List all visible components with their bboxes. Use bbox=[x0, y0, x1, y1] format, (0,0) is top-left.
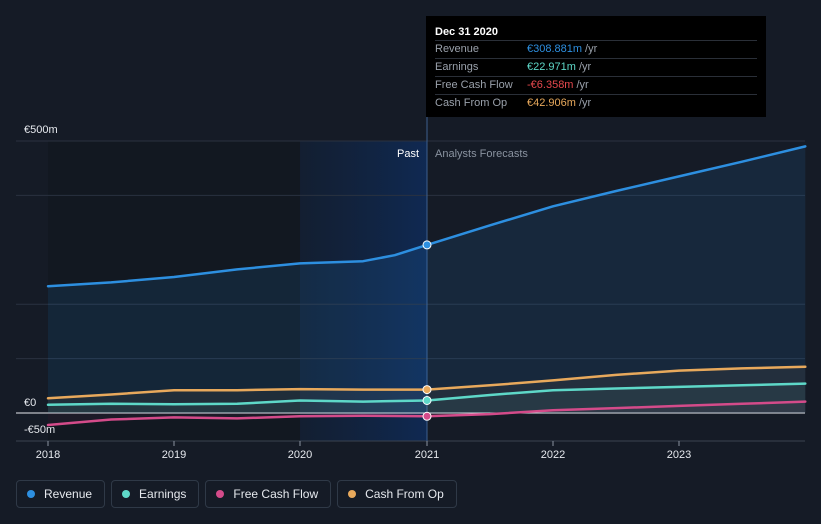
tooltip-row-cash-from-op: Cash From Op €42.906m /yr bbox=[435, 94, 757, 112]
legend-item-cash-from-op[interactable]: Cash From Op bbox=[337, 480, 457, 508]
past-label: Past bbox=[397, 148, 419, 160]
series-line-revenue bbox=[46, 145, 807, 288]
y-label-zero: €0 bbox=[24, 397, 36, 409]
tooltip-unit: /yr bbox=[585, 43, 598, 55]
legend-item-earnings[interactable]: Earnings bbox=[111, 480, 200, 508]
x-tick-label: 2018 bbox=[36, 449, 60, 461]
past-region-highlight bbox=[300, 141, 427, 441]
x-tick-label: 2023 bbox=[667, 449, 691, 461]
revenue-area bbox=[48, 146, 806, 413]
series-marker bbox=[422, 411, 432, 421]
chart-legend: Revenue Earnings Free Cash Flow Cash Fro… bbox=[16, 480, 457, 510]
tooltip-unit: /yr bbox=[576, 79, 589, 91]
legend-dot-icon bbox=[122, 490, 131, 498]
tooltip-row-earnings: Earnings €22.971m /yr bbox=[435, 58, 757, 76]
y-label-top: €500m bbox=[24, 124, 58, 136]
x-tick-label: 2019 bbox=[162, 449, 186, 461]
tooltip-row-revenue: Revenue €308.881m /yr bbox=[435, 40, 757, 58]
tooltip-value: €308.881m bbox=[527, 43, 583, 55]
legend-label: Revenue bbox=[44, 487, 93, 501]
x-tick-label: 2020 bbox=[288, 449, 312, 461]
tooltip-value: -€6.358m bbox=[527, 79, 574, 91]
tooltip-label: Free Cash Flow bbox=[435, 79, 513, 91]
tooltip-value: €42.906m bbox=[527, 97, 576, 109]
tooltip-row-free-cash-flow: Free Cash Flow -€6.358m /yr bbox=[435, 76, 757, 94]
legend-label: Free Cash Flow bbox=[233, 487, 319, 501]
legend-label: Cash From Op bbox=[365, 487, 444, 501]
legend-item-free-cash-flow[interactable]: Free Cash Flow bbox=[205, 480, 332, 508]
tooltip-value: €22.971m bbox=[527, 61, 576, 73]
tooltip-date: Dec 31 2020 bbox=[435, 26, 498, 38]
series-area bbox=[48, 383, 806, 413]
tooltip-label: Revenue bbox=[435, 43, 480, 55]
legend-item-revenue[interactable]: Revenue bbox=[16, 480, 106, 508]
data-tooltip: Dec 31 2020 Revenue €308.881m /yr Earnin… bbox=[426, 16, 766, 117]
tooltip-label: Earnings bbox=[435, 61, 479, 73]
legend-dot-icon bbox=[216, 490, 225, 498]
legend-label: Earnings bbox=[139, 487, 187, 501]
legend-dot-icon bbox=[27, 490, 35, 498]
y-label-bottom: -€50m bbox=[24, 424, 55, 436]
forecast-label: Analysts Forecasts bbox=[435, 148, 528, 160]
series-marker bbox=[422, 240, 432, 250]
series-marker bbox=[422, 395, 432, 405]
x-tick-label: 2021 bbox=[415, 449, 439, 461]
series-marker bbox=[422, 385, 432, 395]
tooltip-unit: /yr bbox=[578, 61, 592, 73]
x-tick-label: 2022 bbox=[541, 449, 565, 461]
tooltip-label: Cash From Op bbox=[435, 97, 508, 109]
tooltip-unit: /yr bbox=[578, 97, 592, 109]
legend-dot-icon bbox=[348, 490, 357, 498]
